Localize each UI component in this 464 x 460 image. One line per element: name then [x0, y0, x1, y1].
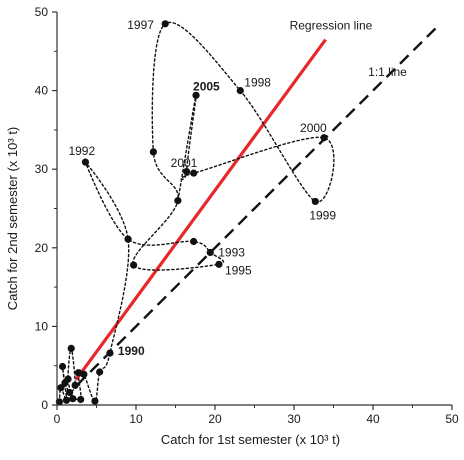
year-label: 1990 [118, 344, 145, 358]
year-label: 1993 [218, 246, 245, 260]
x-tick-label: 50 [445, 412, 459, 426]
data-point [69, 395, 77, 403]
regression-line-label: Regression line [290, 19, 373, 33]
identity-line-label: 1:1 line [368, 65, 407, 79]
data-point [174, 197, 182, 205]
data-point [91, 397, 99, 405]
data-point [215, 260, 223, 268]
data-point [106, 349, 114, 357]
data-point [71, 381, 79, 389]
data-point [74, 369, 82, 377]
data-point [57, 384, 65, 392]
identity-line [75, 22, 441, 387]
x-tick-label: 30 [287, 412, 301, 426]
year-label: 1995 [225, 263, 252, 277]
x-tick-label: 0 [54, 412, 61, 426]
annotations: 1997 2005 1998 2000 1992 2001 1999 1993 1995 1990 [68, 18, 336, 358]
y-axis-title: Catch for 2nd semester (x 10³ t) [5, 127, 20, 311]
data-point [161, 20, 169, 28]
year-label: 2000 [300, 121, 327, 135]
data-point [311, 197, 319, 206]
y-tick-label: 40 [35, 84, 49, 98]
y-tick-label: 10 [35, 319, 49, 333]
x-tick-label: 20 [208, 412, 222, 426]
year-label: 2001 [171, 156, 198, 170]
data-point [320, 134, 328, 142]
data-point [190, 169, 198, 177]
data-point [190, 237, 198, 246]
year-label: 1992 [68, 144, 95, 158]
data-point [81, 158, 90, 166]
axes: 0 10 20 30 40 50 0 10 20 30 40 50 Catch for 1st seme… [5, 5, 459, 447]
data-point [182, 167, 191, 176]
trajectory-group [58, 21, 335, 403]
data-point [149, 148, 157, 156]
y-tick-label: 50 [35, 5, 49, 19]
data-point [62, 396, 71, 404]
trajectory-path [58, 21, 335, 403]
y-tick-label: 20 [35, 241, 49, 255]
x-axis-title: Catch for 1st semester (x 10³ t) [161, 432, 340, 447]
year-label: 1997 [127, 18, 154, 32]
reference-lines: 1:1 line Regression line [74, 19, 441, 387]
data-point [77, 395, 85, 404]
x-tick-label: 40 [366, 412, 380, 426]
data-point [64, 375, 72, 383]
data-point [80, 370, 88, 378]
y-tick-label: 0 [41, 398, 48, 412]
year-label: 1998 [244, 76, 271, 90]
data-point [96, 368, 104, 376]
year-label: 2005 [193, 79, 220, 93]
data-point [192, 91, 200, 99]
x-tick-label: 10 [129, 412, 143, 426]
data-point [236, 87, 244, 95]
year-label: 1999 [309, 208, 336, 222]
data-point [66, 388, 74, 397]
data-point [124, 235, 132, 243]
data-point [58, 362, 67, 371]
data-point [206, 248, 214, 257]
y-tick-label: 30 [35, 162, 49, 176]
data-point [130, 261, 138, 269]
data-points [55, 20, 328, 406]
data-point [67, 344, 75, 353]
